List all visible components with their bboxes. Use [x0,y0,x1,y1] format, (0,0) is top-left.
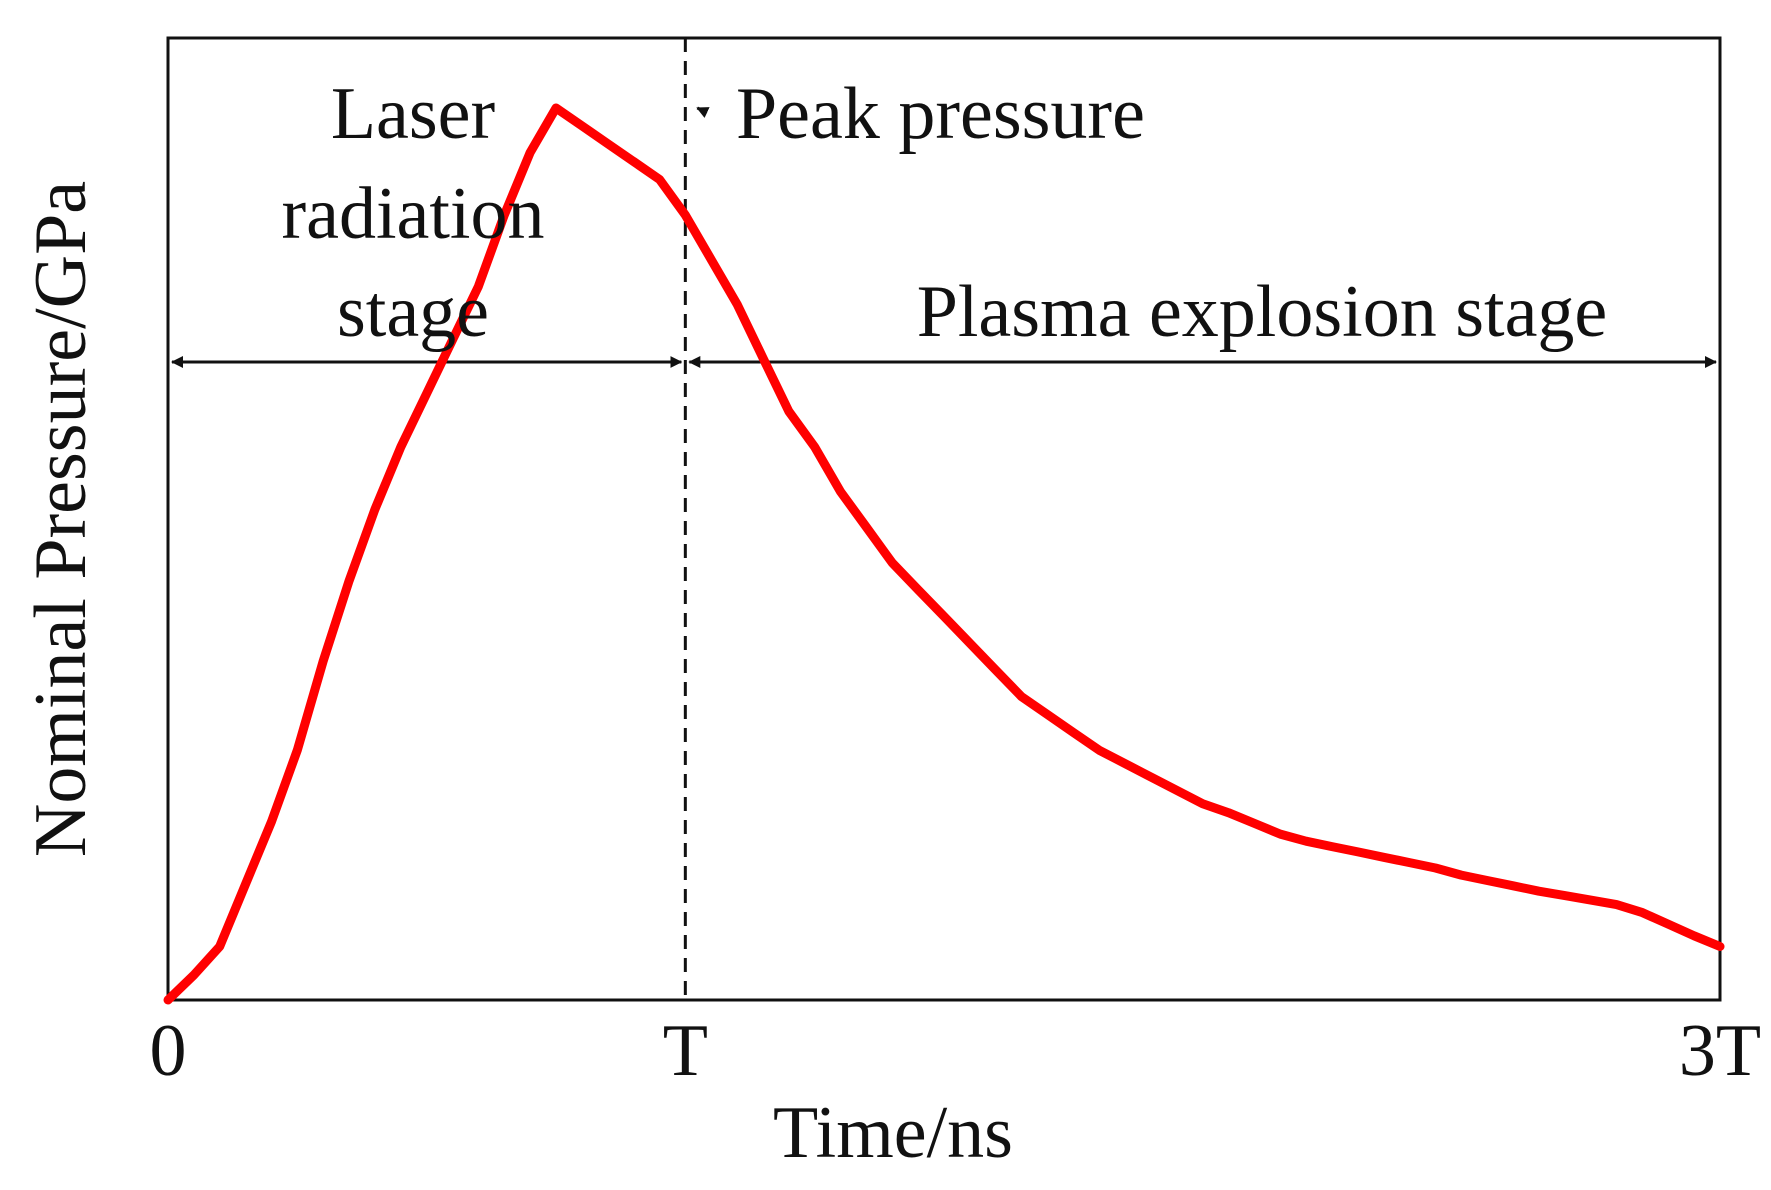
x-axis-tick-labels: 0 T 3T [150,1010,1762,1092]
y-axis-title: Nominal Pressure/GPa [20,181,102,857]
peak-pressure-pointer-arrow [696,106,710,118]
x-axis-title: Time/ns [773,1092,1013,1174]
x-tick-label-0: 0 [150,1010,187,1092]
laser-stage-label-line-2: radiation [281,173,544,255]
x-tick-label-1: T [663,1010,708,1092]
plasma-stage-label: Plasma explosion stage [917,271,1608,353]
pressure-series-line [163,103,1725,1005]
peak-pressure-label: Peak pressure [736,73,1145,155]
laser-stage-label-line-3: stage [337,271,489,353]
laser-stage-label-line-1: Laser [331,73,495,155]
x-tick-label-2: 3T [1679,1010,1761,1092]
plot-area-frame [166,36,1722,1002]
